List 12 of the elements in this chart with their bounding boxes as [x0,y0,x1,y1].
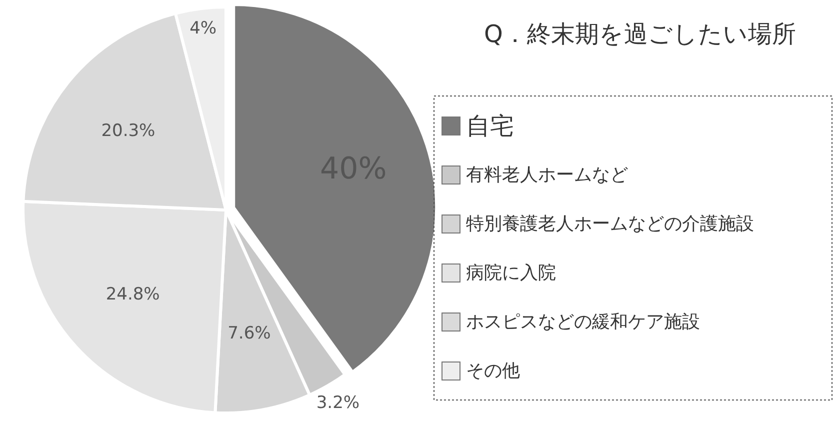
data-label: 3.2% [316,393,360,414]
legend-label: 有料老人ホームなど [466,164,628,186]
legend-label: 病院に入院 [466,262,556,284]
legend-label: 自宅 [466,112,514,140]
text: Q．終末期を過ごしたい場所 [484,20,796,48]
data-label: 7.6% [228,324,271,344]
data-label: 4% [190,18,217,39]
legend-label: その他 [466,360,520,382]
data-label: 20.3% [101,120,156,141]
data-label: 24.8% [106,284,160,305]
legend-label: ホスピスなどの緩和ケア施設 [466,312,700,332]
legend-label: 特別養護老人ホームなどの介護施設 [466,214,754,234]
